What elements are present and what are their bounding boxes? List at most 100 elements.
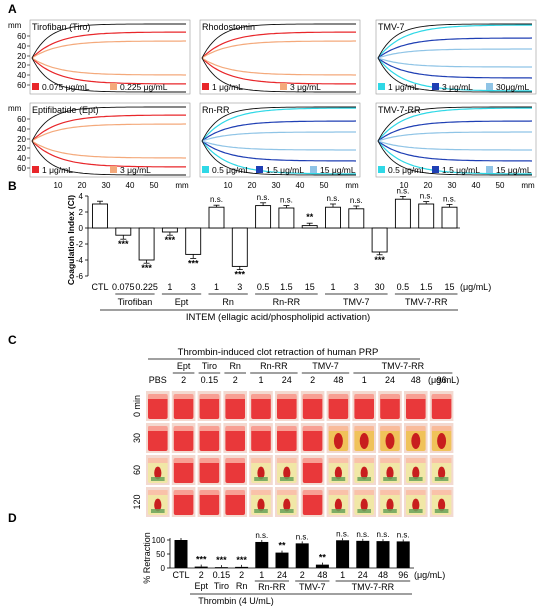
teg-legend-swatch [32,83,39,90]
clot-tube-photo [171,423,196,453]
clot-tube-photo [249,487,273,517]
teg-trace-lower [377,140,532,151]
tube-meniscus [277,490,297,495]
clot-tube-photo [171,487,196,517]
teg-legend-swatch [280,83,287,90]
panel-b-xtick-label: 0.5 [257,282,270,292]
panel-d-bar [295,543,309,568]
panel-b-annotation: *** [235,270,246,280]
tube-meniscus [199,394,220,399]
panel-b-annotation: n.s. [396,186,409,195]
teg-legend-swatch [486,166,493,173]
tube-meniscus [354,394,374,399]
retracted-clot [257,466,265,480]
tube-meniscus [173,394,194,399]
panel-c-unit: (μg/mL) [428,375,459,385]
teg-trace-upper [377,107,532,142]
teg-title: TMV-7 [378,22,405,32]
panel-b-annotation: n.s. [327,194,340,203]
teg-ytick-label: 40 [17,125,26,134]
panel-d-xtick-label: 2 [199,570,204,580]
tube-contents [302,490,323,515]
panel-c-column-label: 96 [437,375,447,385]
panel-d-annotation: n.s. [255,531,268,540]
panel-d-bar [275,552,289,568]
tube-base-tint [434,477,449,481]
teg-ytick-label: 60 [17,164,26,173]
teg-trace-upper [201,131,356,142]
teg-ytick-label: 60 [17,81,26,90]
teg-trace-lower [31,140,186,159]
panel-d-bar [376,541,390,568]
teg-legend-swatch [378,83,385,90]
teg-legend-label: 0.5 μg/mL [212,165,250,175]
panel-b-xtick-label: 3 [191,282,196,292]
panel-c-row-label: 30 [132,433,142,443]
panel-b-annotation: *** [141,263,152,273]
teg-trace-upper [377,120,533,142]
teg-trace-upper [31,123,186,142]
teg-control-upper [31,23,186,59]
tube-meniscus [251,426,271,431]
panel-b-ytick-label: 0 [79,224,84,233]
teg-ytick-label: 40 [17,154,26,163]
panel-d-xtick-label: CTL [172,570,189,580]
tube-meniscus [173,426,194,431]
tube-contents [302,458,323,483]
panel-b-bar [231,227,248,267]
panel-b-chart: 4 2 0 -2 -4 -6 CTL *** 0.075 *** 0.225 *** 1 *** 3 n.s.… [76,186,460,311]
clot-tube-photo [378,391,402,421]
panel-b-annotation: *** [374,255,385,265]
tube-contents [225,394,245,419]
tube-contents [148,394,168,419]
retracted-clot [386,466,394,480]
panel-d-xtick-label: 24 [277,570,287,580]
panel-c-column-label: PBS [149,375,167,385]
clot-tube-photo [378,455,402,485]
tube-base-tint [254,509,268,513]
panel-b-xtick-label: 1 [167,282,172,292]
tube-base-tint [331,477,346,481]
panel-d-annotation: *** [236,555,247,565]
panel-b-xtick-label: 15 [444,282,454,292]
tube-contents [199,490,220,515]
tube-meniscus [431,426,452,431]
panel-b-xtick-label: 30 [375,282,385,292]
panel-b-annotation: ** [306,212,314,222]
tube-contents [225,426,245,451]
tube-meniscus [380,490,400,495]
panel-d-bar [315,564,329,568]
panel-b-group-label: Rn-RR [273,297,301,307]
tube-meniscus [199,426,220,431]
panel-d-bar [356,540,370,568]
tube-meniscus [148,458,168,463]
panel-d-xtick-label: 1 [259,570,264,580]
tube-contents [354,394,374,419]
clot-tube-photo [300,423,325,453]
teg-legend-swatch [310,166,317,173]
teg-xtick-label: 20 [248,181,257,190]
panel-d-group-label: Tiro [214,581,229,591]
panel-d-xtick-label: 0.15 [213,570,231,580]
panel-d-bar [396,541,410,568]
tube-meniscus [328,490,349,495]
tube-meniscus [302,426,323,431]
teg-ytick-label: 20 [17,135,26,144]
retracted-clot [438,498,446,512]
tube-meniscus [277,394,297,399]
teg-subplot: Rn-RR 10 20 30 40 50 mm 0.5 μg/mL 1.5 μg/mL 15 μg… [199,102,361,190]
panel-d-xtick-label: 2 [239,570,244,580]
panel-b-bar [301,225,318,229]
teg-legend-label: 15 μg/mL [496,165,532,175]
panel-b-bar [278,207,295,229]
tube-contents [225,458,245,483]
panel-b-ytick-label: 2 [79,208,84,217]
teg-trace-upper [201,120,357,142]
tube-contents [251,426,271,451]
panel-d-xtick-label: 96 [398,570,408,580]
teg-legend-label: 30μg/mL [496,82,530,92]
tube-meniscus [173,490,194,495]
teg-legend-label: 3 μg/mL [290,82,321,92]
panel-d-annotation: n.s. [356,530,369,539]
